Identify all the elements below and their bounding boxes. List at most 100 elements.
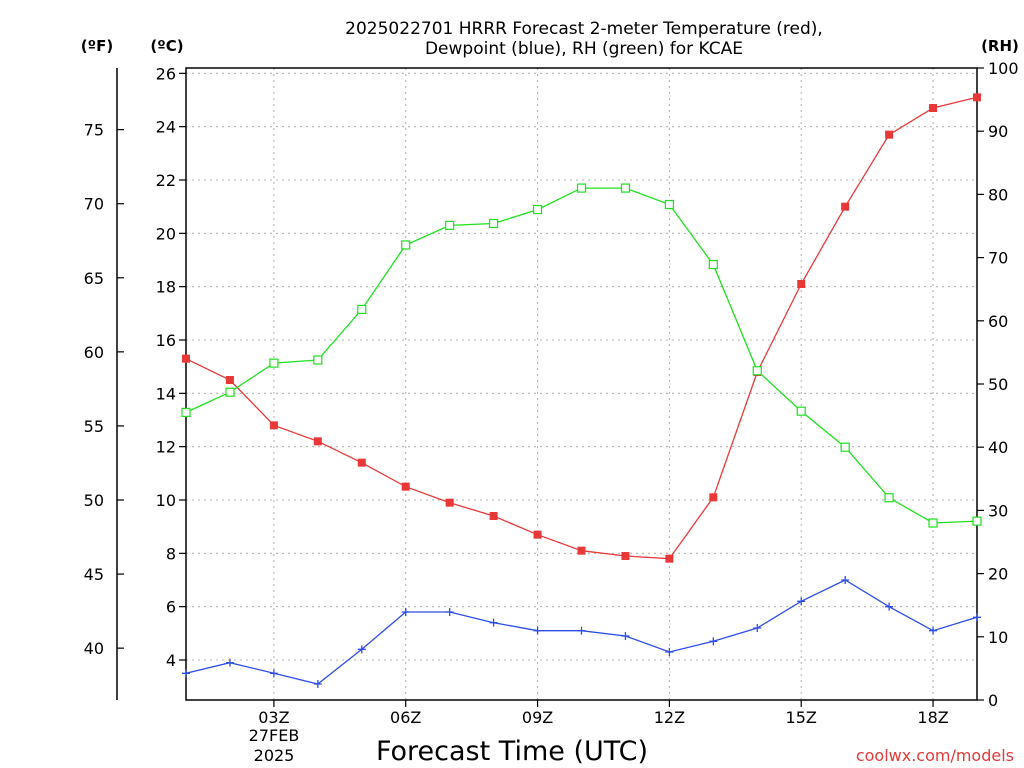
rh-point [225,387,235,397]
temperature-point [225,376,234,384]
temperature-point [841,202,850,211]
dewpoint-point [269,669,278,678]
celsius-tick-label: 26 [156,64,176,83]
rh-tick-label: 80 [988,185,1008,204]
celsius-tick-label: 12 [156,438,176,457]
rh-point [972,516,982,526]
rh-point [181,407,191,418]
temperature-point [665,554,674,563]
temperature-point [357,458,366,467]
celsius-tick-label: 10 [156,491,176,510]
dewpoint-point [973,613,981,622]
temperature-point [885,130,894,139]
date-label-day: 27FEB [249,726,300,745]
dewpoint-point [357,645,366,654]
rh-point [313,355,323,365]
dewpoint-point [445,608,454,616]
chart-title-line2: Dewpoint (blue), RH (green) for KCAE [425,39,743,59]
celsius-tick-label: 18 [156,278,176,297]
temperature-point [929,104,938,112]
temperature-point [489,512,498,520]
series-lines [181,93,982,688]
temperature-point [269,421,278,430]
rh-point [796,406,806,416]
temperature-point [621,552,630,560]
rh-point [620,183,631,193]
rh-unit-label: (RH) [981,37,1019,55]
rh-point [884,493,894,503]
date-label-year: 2025 [254,746,295,765]
rh-point [752,366,762,376]
fahrenheit-tick-label: 50 [84,491,104,510]
temperature-line [185,96,978,560]
celsius-tick-label: 4 [166,651,176,670]
dewpoint-point [929,626,938,635]
rh-tick-label: 20 [988,565,1008,584]
fahrenheit-tick-label: 55 [84,417,104,436]
chart-title-line1: 2025022701 HRRR Forecast 2-meter Tempera… [345,19,823,39]
plot-frame [185,67,978,701]
rh-point [357,304,367,315]
rh-point [269,358,279,368]
temperature-point [973,93,981,102]
rh-line [185,187,978,524]
dewpoint-point [841,576,850,584]
rh-point [928,518,938,528]
x-tick-label: 12Z [654,708,685,727]
dewpoint-point [753,624,762,632]
rh-point [489,218,499,229]
rh-point [664,199,674,210]
celsius-tick-label: 14 [156,384,176,403]
celsius-tick-label: 8 [166,544,176,563]
x-tick-label: 18Z [917,708,948,727]
rh-tick-label: 70 [988,249,1008,268]
rh-point [708,259,718,270]
temperature-point [533,530,542,539]
fahrenheit-tick-label: 70 [84,195,104,214]
fahrenheit-unit-label: (ºF) [81,37,113,55]
fahrenheit-tick-label: 45 [84,565,104,584]
temperature-point [182,354,190,363]
celsius-unit-label: (ºC) [150,37,183,55]
rh-tick-label: 60 [988,312,1008,331]
x-tick-label: 03Z [258,708,289,727]
dewpoint-point [797,597,806,606]
rh-tick-label: 100 [988,59,1019,78]
dewpoint-point [709,637,718,646]
dewpoint-point [225,658,234,667]
rh-point [445,220,455,230]
temperature-point [445,498,454,507]
dewpoint-point [533,626,542,635]
temperature-point [313,437,322,446]
celsius-tick-label: 24 [156,118,176,137]
fahrenheit-tick-label: 65 [84,269,104,288]
temperature-point [709,493,718,502]
rh-point [532,204,543,215]
x-tick-label: 15Z [786,708,817,727]
rh-point [840,442,850,452]
temperature-point [401,482,410,491]
dewpoint-point [401,608,410,616]
celsius-tick-label: 6 [166,598,176,617]
rh-tick-label: 30 [988,501,1008,520]
dewpoint-point [313,680,322,688]
grid-lines [186,68,977,700]
dewpoint-point [665,648,674,656]
fahrenheit-tick-label: 60 [84,343,104,362]
fahrenheit-tick-label: 75 [84,121,104,140]
dewpoint-point [577,626,586,635]
rh-tick-label: 50 [988,375,1008,394]
temperature-point [577,546,586,555]
x-tick-label: 09Z [522,708,553,727]
rh-tick-label: 90 [988,122,1008,141]
credit-label: coolwx.com/models [856,746,1014,765]
x-axis-title: Forecast Time (UTC) [376,736,648,767]
celsius-tick-label: 16 [156,331,176,350]
rh-point [401,240,411,250]
axes: 4 6 8 10 12 14 16 18 20 22 24 26 40 45 50 55 60 65 70 75 0 10… [84,59,1019,727]
celsius-tick-label: 22 [156,171,176,190]
dewpoint-point [621,632,630,640]
celsius-tick-label: 20 [156,224,176,243]
rh-tick-label: 40 [988,438,1008,457]
